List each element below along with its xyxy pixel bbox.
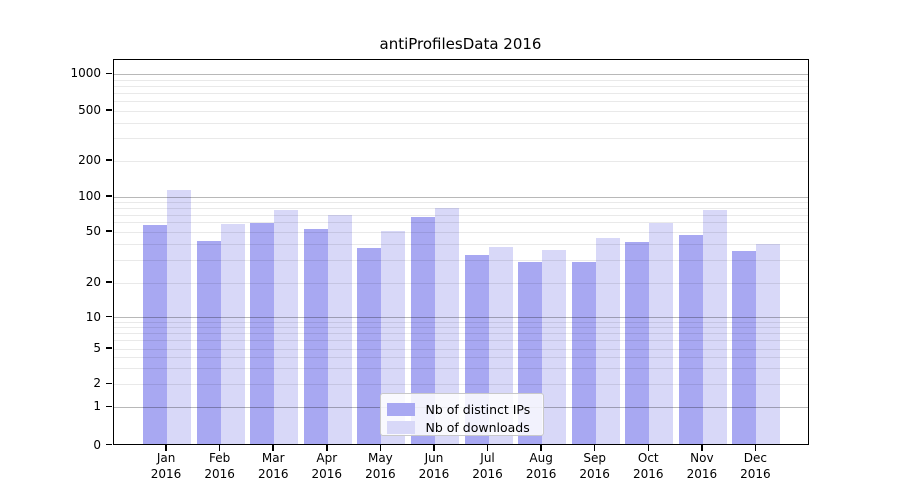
x-tick-mark	[272, 444, 274, 451]
bar-apr-distinct-ips	[303, 229, 328, 444]
y-tick-mark	[106, 443, 112, 446]
legend-swatch-distinct-ips	[386, 402, 415, 416]
y-tick-label: 50	[85, 224, 101, 238]
y-tick-mark	[106, 347, 112, 349]
y-tick-mark	[106, 315, 112, 318]
y-tick-label: 2	[93, 376, 101, 391]
bar-mar-distinct-ips	[250, 223, 275, 444]
bar-nov-downloads	[702, 210, 727, 444]
x-tick-mark	[754, 444, 757, 451]
legend-swatch-downloads	[386, 420, 415, 434]
x-tick-label: Apr 2016	[311, 451, 343, 481]
x-tick-mark	[165, 444, 167, 451]
y-tick-label: 0	[93, 437, 101, 452]
y-tick-label: 100	[78, 189, 101, 203]
x-tick-label: May 2016	[365, 451, 396, 481]
y-tick-label: 500	[78, 103, 101, 117]
bar-may-distinct-ips	[357, 248, 382, 444]
y-tick-label: 5	[93, 341, 101, 355]
x-tick-mark	[540, 444, 542, 451]
x-tick-mark	[486, 444, 489, 451]
bar-mar-downloads	[274, 210, 299, 444]
y-tick-mark	[106, 195, 112, 197]
legend-item-distinct-ips: Nb of distinct IPs	[386, 400, 535, 418]
bar-jan-distinct-ips	[143, 225, 168, 444]
x-tick-label: Oct 2016	[632, 451, 664, 481]
x-tick-label: Sep 2016	[579, 451, 610, 481]
bar-jan-downloads	[167, 190, 192, 444]
x-tick-mark	[701, 444, 703, 451]
x-tick-label: Jul 2016	[472, 451, 503, 481]
x-tick-mark	[379, 444, 382, 451]
y-tick-mark	[106, 109, 112, 111]
legend-label-distinct-ips: Nb of distinct IPs	[425, 401, 531, 417]
y-tick-mark	[106, 405, 112, 408]
x-tick-mark	[433, 444, 435, 451]
x-tick-label: Aug 2016	[525, 451, 557, 481]
plot-area: Nb of distinct IPs Nb of downloads	[112, 59, 809, 445]
bars-layer	[114, 60, 809, 444]
y-tick-mark	[106, 72, 112, 75]
bar-oct-downloads	[649, 222, 674, 444]
x-tick-label: Jun 2016	[418, 451, 450, 481]
y-tick-label: 10	[85, 309, 101, 324]
legend-label-downloads: Nb of downloads	[425, 419, 530, 435]
bar-dec-downloads	[756, 243, 781, 444]
bar-sep-downloads	[595, 238, 620, 444]
chart-title: antiProfilesData 2016	[379, 35, 542, 53]
x-tick-mark	[593, 444, 596, 451]
y-tick-label: 20	[85, 275, 101, 289]
x-tick-label: Dec 2016	[740, 451, 771, 481]
x-tick-label: Mar 2016	[257, 451, 289, 481]
bar-oct-distinct-ips	[625, 242, 650, 444]
y-tick-mark	[106, 159, 112, 161]
bar-nov-distinct-ips	[678, 234, 703, 444]
x-tick-label: Nov 2016	[686, 451, 718, 481]
bar-apr-downloads	[327, 215, 352, 444]
bar-aug-downloads	[542, 249, 567, 444]
x-tick-label: Feb 2016	[204, 451, 235, 481]
bar-feb-distinct-ips	[196, 241, 221, 444]
x-tick-mark	[647, 444, 650, 451]
x-tick-label: Jan 2016	[150, 451, 182, 481]
legend: Nb of distinct IPs Nb of downloads	[379, 393, 544, 436]
y-tick-label: 1	[93, 399, 101, 414]
y-tick-mark	[106, 281, 112, 283]
y-tick-mark	[106, 382, 112, 385]
y-tick-label: 1000	[70, 66, 101, 81]
y-tick-mark	[106, 230, 112, 232]
x-tick-mark	[326, 444, 328, 451]
x-tick-mark	[218, 444, 221, 451]
y-tick-label: 200	[78, 153, 101, 167]
bar-feb-downloads	[220, 224, 245, 444]
legend-item-downloads: Nb of downloads	[386, 418, 535, 436]
bar-dec-distinct-ips	[732, 251, 757, 444]
bar-sep-distinct-ips	[571, 262, 596, 444]
